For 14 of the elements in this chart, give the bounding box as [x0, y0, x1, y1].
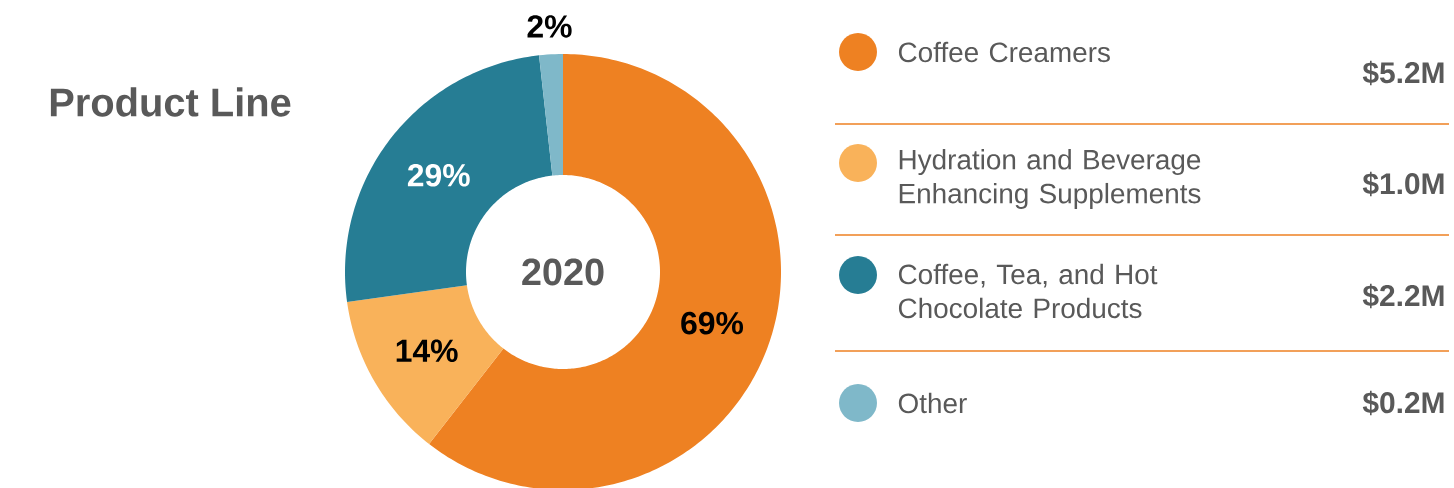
data-label: 29% — [407, 163, 470, 187]
text: $1.0M — [1362, 171, 1444, 197]
legend-label: Coffee Creamers — [898, 41, 1110, 63]
text: $2.2M — [1362, 283, 1444, 309]
data-label: 2% — [527, 15, 572, 38]
text: 2020 — [522, 258, 604, 286]
text: $0.2M — [1362, 390, 1444, 416]
text: $5.2M — [1362, 60, 1444, 86]
text: Product Line — [50, 87, 291, 117]
legend-label: Hydration and Beverage Enhancing Supplements — [899, 149, 1201, 209]
legend-label: Coffee, Tea, and Hot Chocolate Products — [898, 263, 1158, 319]
data-label: 69% — [681, 311, 744, 335]
data-label: 14% — [396, 339, 458, 362]
legend-label: Other — [898, 392, 967, 414]
